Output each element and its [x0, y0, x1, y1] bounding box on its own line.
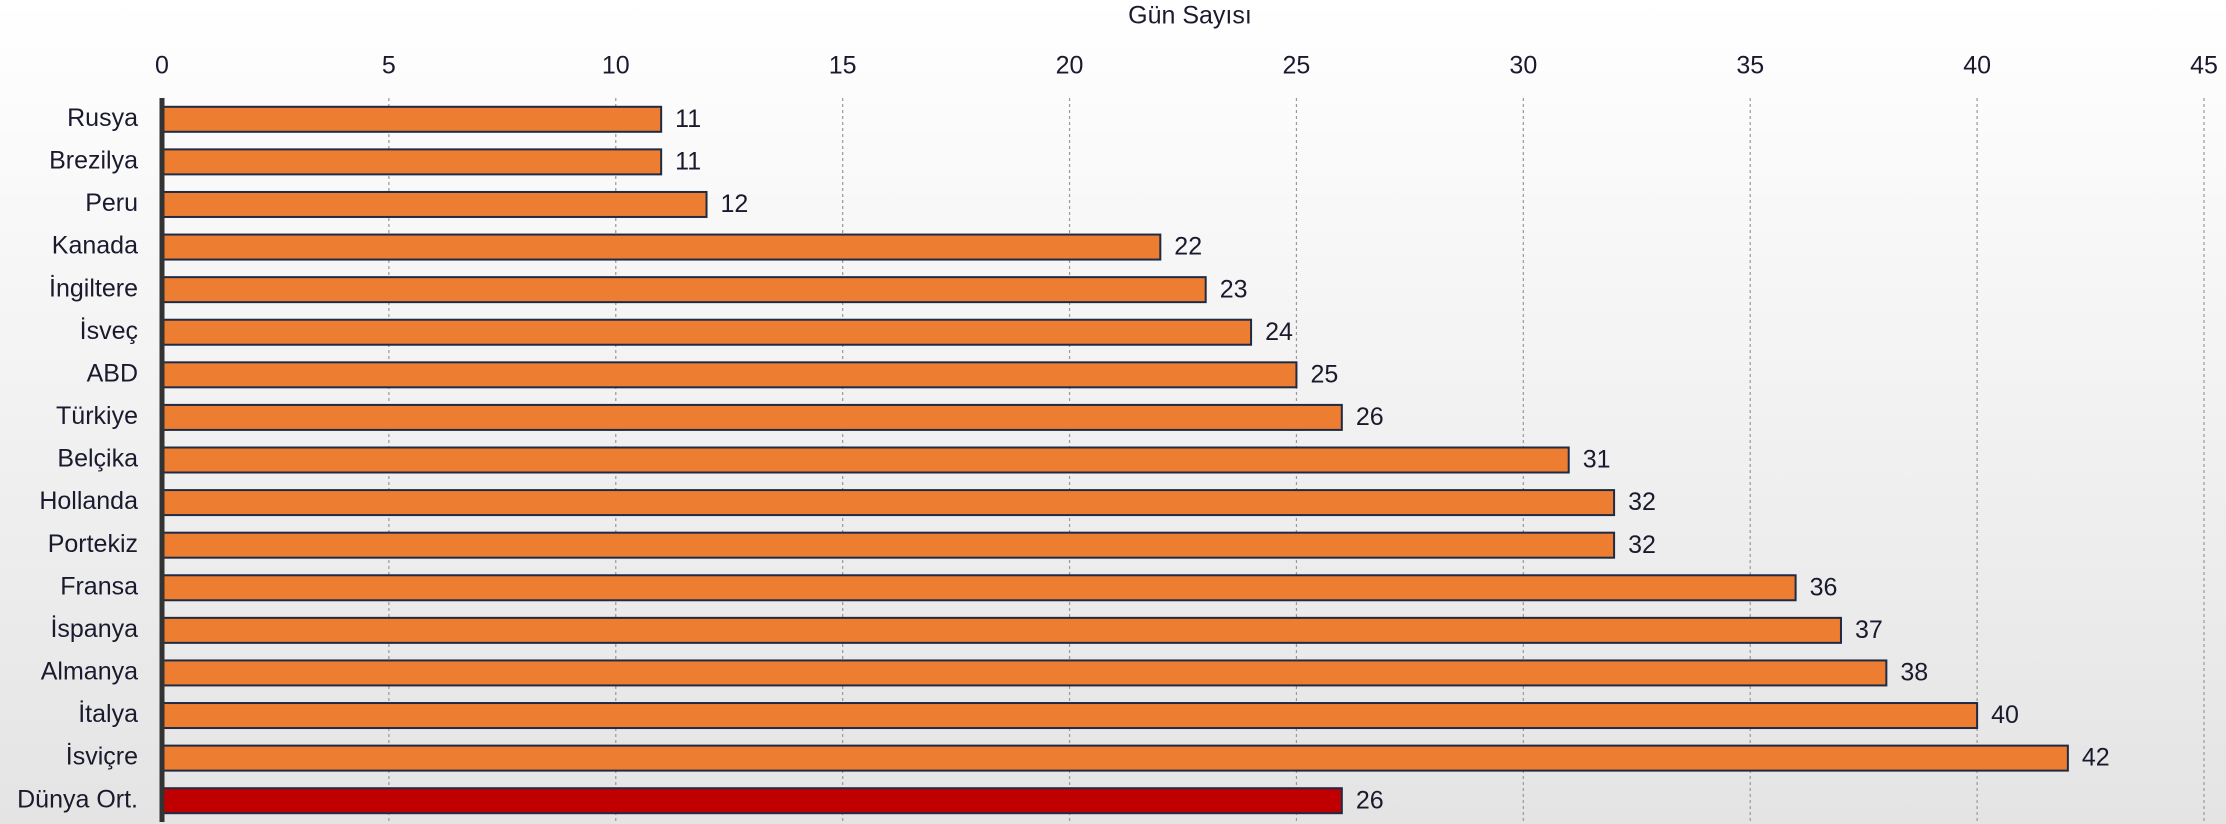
bar	[161, 702, 1979, 730]
bar	[161, 744, 2069, 772]
y-tick-label: Rusya	[67, 104, 138, 132]
x-tick-label: 35	[1736, 52, 1764, 80]
y-tick-label: Kanada	[52, 232, 138, 260]
x-tick-label: 10	[602, 52, 630, 80]
value-label: 22	[1174, 233, 1202, 261]
x-tick-label: 25	[1283, 52, 1311, 80]
value-label: 32	[1628, 488, 1656, 516]
y-tick-label: Brezilya	[49, 146, 138, 174]
value-label: 12	[721, 190, 749, 218]
x-tick-label: 30	[1509, 52, 1537, 80]
x-tick-label: 0	[155, 52, 169, 80]
y-tick-label: Hollanda	[39, 487, 138, 515]
bar	[161, 148, 663, 176]
bar	[161, 659, 1888, 687]
value-label: 36	[1810, 573, 1838, 601]
x-tick-label: 45	[2190, 52, 2218, 80]
value-label: 31	[1583, 446, 1611, 474]
bar	[161, 361, 1298, 389]
y-tick-label: İsviçre	[66, 742, 138, 771]
y-tick-label: Peru	[85, 189, 138, 217]
value-label: 42	[2082, 744, 2110, 772]
bar	[161, 489, 1616, 517]
bar	[161, 446, 1570, 474]
y-tick-label: İtalya	[78, 699, 138, 728]
value-label: 24	[1265, 318, 1293, 346]
bar	[161, 233, 1162, 261]
bar	[161, 531, 1616, 559]
value-label: 38	[1900, 659, 1928, 687]
bar	[161, 616, 1842, 644]
bar	[161, 574, 1797, 602]
value-label: 37	[1855, 616, 1883, 644]
value-label: 23	[1220, 275, 1248, 303]
value-label: 11	[675, 105, 701, 133]
value-label: 26	[1356, 786, 1384, 814]
x-tick-label: 20	[1056, 52, 1084, 80]
y-tick-label: Fransa	[60, 572, 138, 600]
y-tick-label: Portekiz	[48, 530, 138, 558]
value-label: 25	[1310, 360, 1338, 388]
x-axis-title: Gün Sayısı	[1128, 2, 1252, 30]
value-label: 32	[1628, 531, 1656, 559]
x-tick-label: 5	[382, 52, 396, 80]
y-tick-label: İsveç	[80, 316, 138, 345]
bar	[161, 105, 663, 133]
y-tick-label: Dünya Ort.	[17, 785, 138, 813]
bar	[161, 403, 1343, 431]
value-label: 40	[1991, 701, 2019, 729]
y-tick-label: ABD	[87, 359, 138, 387]
y-tick-label: Belçika	[57, 445, 138, 473]
y-tick-label: İngiltere	[49, 273, 138, 302]
y-tick-label: İspanya	[50, 614, 138, 643]
x-tick-label: 15	[829, 52, 857, 80]
bar	[161, 276, 1207, 304]
value-label: 26	[1356, 403, 1384, 431]
bar	[161, 318, 1253, 346]
x-tick-label: 40	[1963, 52, 1991, 80]
bar	[161, 190, 708, 218]
bar	[161, 787, 1343, 815]
y-tick-label: Almanya	[41, 658, 138, 686]
y-tick-label: Türkiye	[56, 402, 138, 430]
value-label: 11	[675, 147, 701, 175]
